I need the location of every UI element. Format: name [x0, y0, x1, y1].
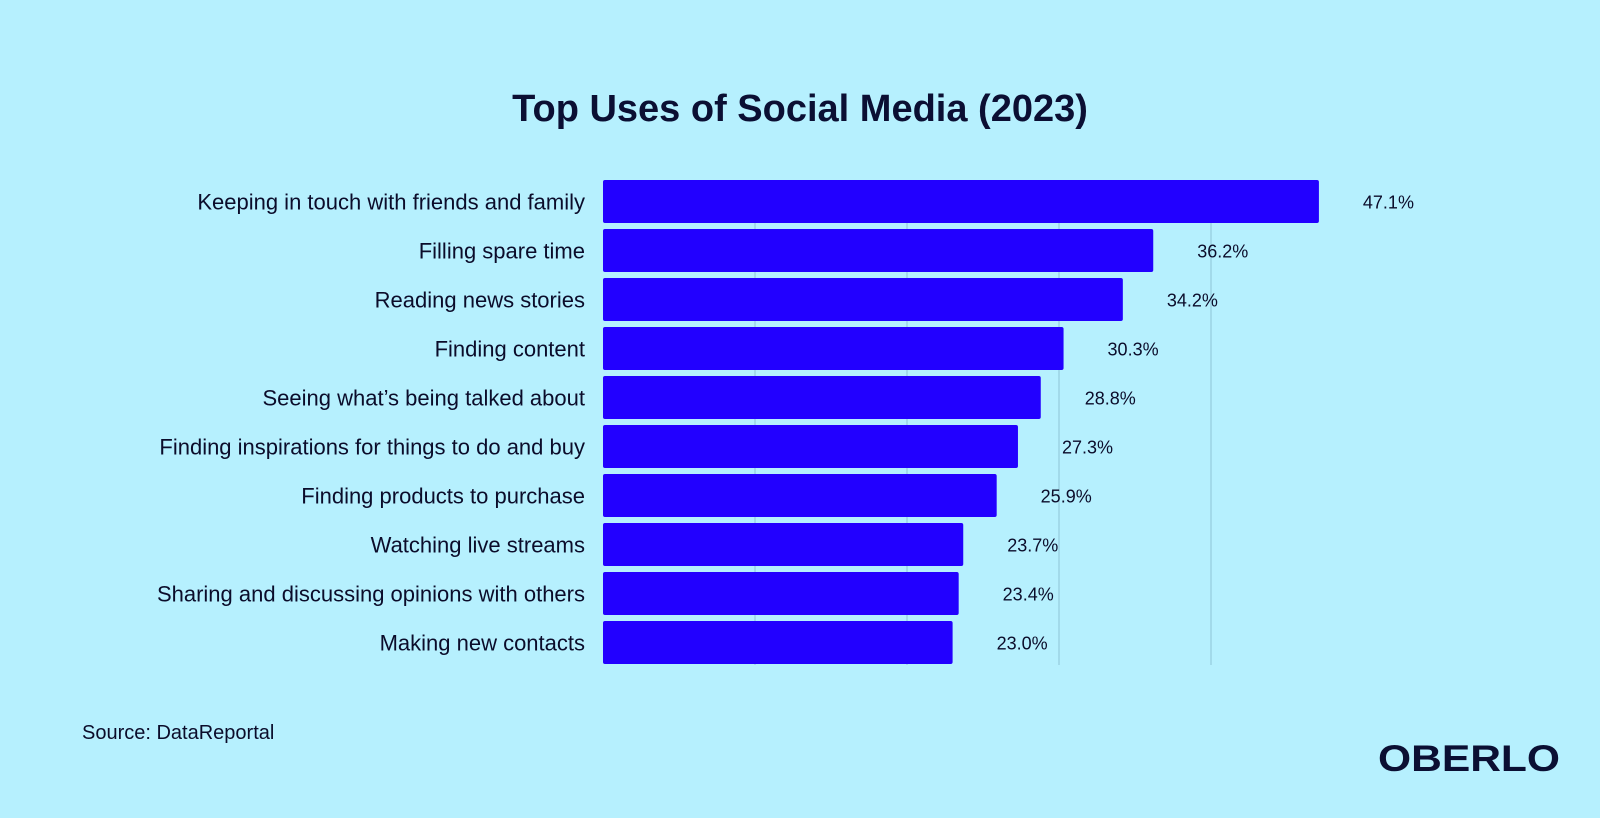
bars — [603, 180, 1319, 664]
value-labels: 47.1% 36.2% 34.2% 30.3% 28.8% 27.3% 25.9% 23.7%… — [997, 193, 1414, 654]
category-label: Sharing and discussing opinions with oth… — [157, 582, 585, 607]
value-label: 47.1% — [1363, 193, 1414, 213]
source-note: Source: DataReportal — [82, 722, 275, 744]
bar — [603, 474, 997, 517]
bar — [603, 523, 964, 566]
value-label: 27.3% — [1062, 438, 1113, 458]
bar — [603, 327, 1064, 370]
value-label: 34.2% — [1167, 291, 1218, 311]
oberlo-logo: OBERLO — [1378, 738, 1560, 778]
category-label: Seeing what’s being talked about — [262, 386, 585, 411]
bar — [603, 229, 1154, 272]
bar — [603, 376, 1041, 419]
category-label: Reading news stories — [375, 288, 585, 313]
category-labels: Keeping in touch with friends and family… — [157, 190, 585, 656]
value-label: 23.0% — [997, 634, 1048, 654]
category-label: Finding inspirations for things to do an… — [159, 435, 585, 460]
value-label: 23.4% — [1003, 585, 1054, 605]
chart-title: Top Uses of Social Media (2023) — [512, 88, 1088, 130]
bar — [603, 572, 959, 615]
svg-text:OBERLO: OBERLO — [1378, 738, 1560, 778]
value-label: 25.9% — [1041, 487, 1092, 507]
bar — [603, 425, 1018, 468]
category-label: Keeping in touch with friends and family — [197, 190, 585, 215]
category-label: Filling spare time — [419, 239, 585, 264]
value-label: 28.8% — [1085, 389, 1136, 409]
category-label: Watching live streams — [371, 533, 585, 558]
value-label: 36.2% — [1197, 242, 1248, 262]
bar — [603, 180, 1319, 223]
category-label: Finding content — [435, 337, 585, 362]
category-label: Finding products to purchase — [301, 484, 585, 509]
value-label: 30.3% — [1108, 340, 1159, 360]
value-label: 23.7% — [1007, 536, 1058, 556]
category-label: Making new contacts — [380, 631, 585, 656]
bar — [603, 621, 953, 664]
bar — [603, 278, 1123, 321]
